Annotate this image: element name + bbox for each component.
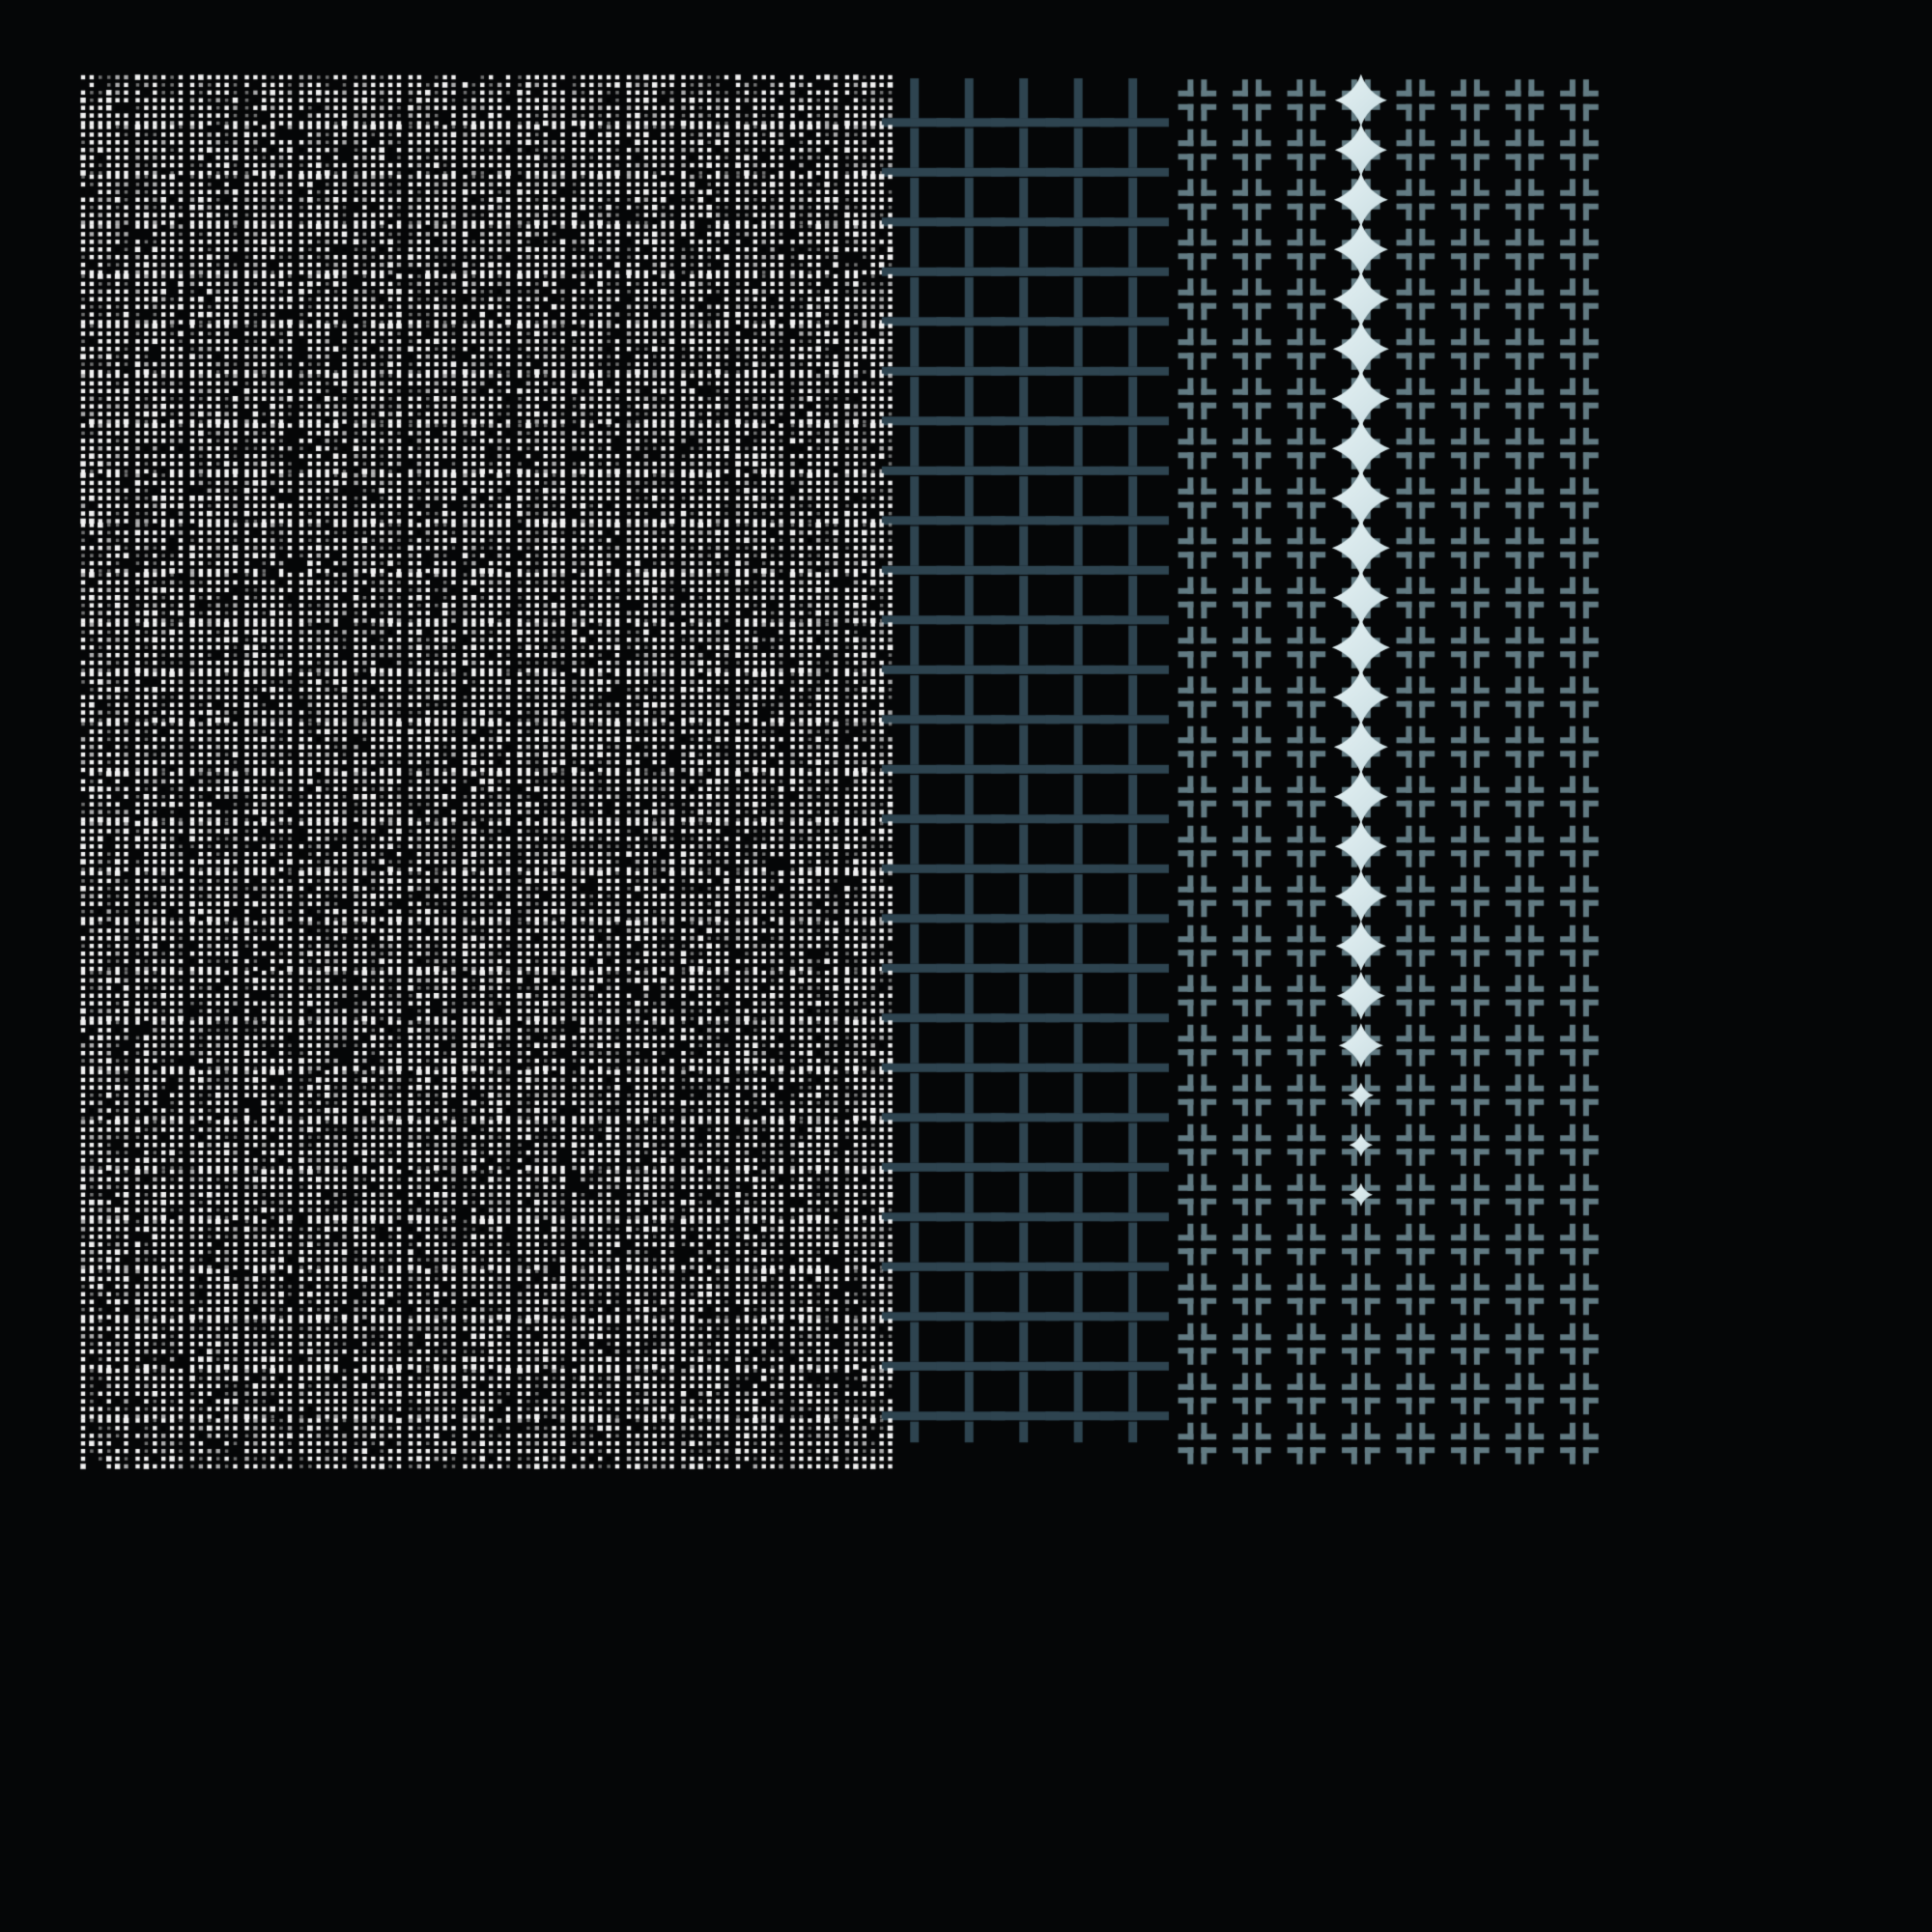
generative-pattern-canvas: [0, 0, 1932, 1932]
artwork-canvas: Gradient Field — Dot Matrix to Star Bloo…: [0, 0, 1932, 1932]
